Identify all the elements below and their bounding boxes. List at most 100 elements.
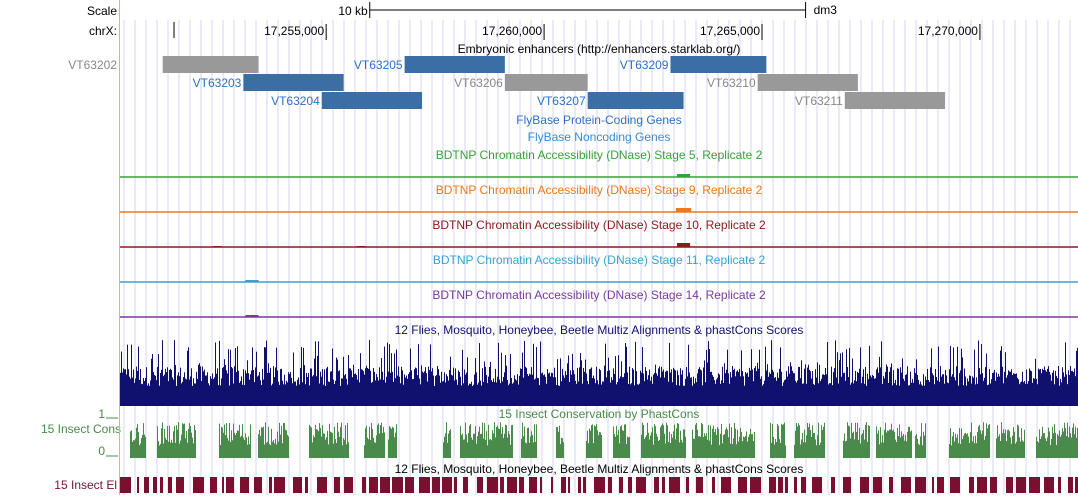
conserved-element[interactable] (662, 477, 665, 493)
conserved-element[interactable] (619, 477, 623, 493)
dnase-tracks[interactable]: BDTNP Chromatin Accessibility (DNase) St… (120, 148, 1078, 318)
conserved-element[interactable] (1068, 477, 1073, 493)
enhancer-feature[interactable] (587, 92, 684, 109)
conserved-element[interactable] (144, 477, 149, 493)
elements-track-label[interactable]: 15 Insect El (54, 478, 117, 492)
conserved-element[interactable] (380, 477, 390, 493)
conserved-element[interactable] (344, 477, 353, 493)
enhancer-label[interactable]: VT63204 (271, 94, 320, 108)
conserved-element[interactable] (950, 477, 960, 493)
enhancer-label[interactable]: VT63206 (454, 76, 503, 90)
tracks-svg[interactable]: 10 kb dm3 17,255,000 17,260,000 17,265,000… (120, 0, 1078, 495)
conserved-element[interactable] (977, 477, 987, 493)
conserved-element[interactable] (843, 477, 851, 493)
conserved-element[interactable] (583, 477, 586, 493)
conserved-element[interactable] (369, 477, 378, 493)
data-panel[interactable]: 10 kb dm3 17,255,000 17,260,000 17,265,000… (120, 0, 1078, 495)
conserved-element[interactable] (801, 477, 806, 493)
dnase-track-title[interactable]: BDTNP Chromatin Accessibility (DNase) St… (433, 253, 766, 267)
conserved-element[interactable] (432, 477, 440, 493)
conserved-element[interactable] (507, 477, 517, 493)
conserved-element[interactable] (1044, 477, 1054, 493)
conserved-element[interactable] (901, 477, 911, 493)
conserved-element[interactable] (812, 477, 822, 493)
conserved-elements[interactable] (120, 477, 1078, 493)
flybase-noncoding-title[interactable]: FlyBase Noncoding Genes (528, 130, 671, 144)
conserved-element[interactable] (137, 477, 139, 493)
conserved-element[interactable] (193, 477, 204, 493)
dnase-track-title[interactable]: BDTNP Chromatin Accessibility (DNase) St… (432, 288, 766, 302)
conserved-element[interactable] (210, 477, 217, 493)
enhancer-feature[interactable] (162, 56, 259, 73)
conserved-element[interactable] (873, 477, 882, 493)
conserved-element[interactable] (293, 477, 302, 493)
conserved-element[interactable] (990, 477, 997, 493)
enhancer-label[interactable]: VT63205 (354, 58, 403, 72)
conserved-element[interactable] (785, 477, 788, 493)
conserved-element[interactable] (317, 477, 327, 493)
enhancer-features[interactable]: VT63203 VT63204 VT63205 VT63206 VT63207 VT632… (162, 56, 946, 109)
conserved-element[interactable] (769, 477, 776, 493)
conserved-element[interactable] (1058, 477, 1061, 493)
enhancer-feature[interactable] (243, 74, 344, 91)
phastcons-wiggle[interactable] (130, 422, 1078, 458)
enhancer-label[interactable]: VT63209 (620, 58, 669, 72)
conserved-element[interactable] (1029, 477, 1040, 493)
flybase-coding-title[interactable]: FlyBase Protein-Coding Genes (516, 113, 681, 127)
conserved-element[interactable] (442, 477, 452, 493)
conserved-element[interactable] (305, 477, 308, 493)
multiz-wiggle[interactable] (120, 340, 1078, 406)
enhancer-feature[interactable] (844, 92, 946, 109)
cons-track-label[interactable]: 15 Insect Cons (40, 422, 121, 436)
conserved-element[interactable] (738, 477, 747, 493)
conserved-element[interactable] (392, 477, 403, 493)
scale-label[interactable]: Scale (86, 4, 117, 18)
conserved-element[interactable] (608, 477, 612, 493)
conserved-element[interactable] (568, 477, 570, 493)
conserved-element[interactable] (477, 477, 483, 493)
enhancer-label[interactable]: VT63207 (537, 94, 586, 108)
conserved-element[interactable] (1075, 477, 1078, 493)
chrom-label[interactable]: chrX: (88, 24, 117, 38)
conserved-element[interactable] (578, 477, 581, 493)
conserved-element[interactable] (362, 477, 366, 493)
ruler[interactable]: 10 kb dm3 17,255,000 17,260,000 17,265,000… (173, 2, 981, 40)
conserved-element[interactable] (696, 477, 703, 493)
conserved-element[interactable] (500, 477, 504, 493)
conserved-element[interactable] (160, 477, 163, 493)
conserved-element[interactable] (176, 477, 184, 493)
enhancer-feature[interactable] (321, 92, 423, 109)
enhancer-left-label[interactable]: VT63202 (68, 58, 117, 72)
conserved-element[interactable] (686, 477, 689, 493)
conserved-element[interactable] (889, 477, 893, 493)
enhancer-feature[interactable] (670, 56, 767, 73)
dnase-track-title[interactable]: BDTNP Chromatin Accessibility (DNase) St… (432, 218, 766, 232)
enhancer-feature[interactable] (504, 74, 588, 91)
conserved-element[interactable] (540, 477, 542, 493)
conserved-element[interactable] (519, 477, 524, 493)
conserved-element[interactable] (628, 477, 632, 493)
conserved-element[interactable] (419, 477, 430, 493)
conserved-element[interactable] (636, 477, 646, 493)
conserved-element[interactable] (120, 477, 131, 493)
enhancer-label[interactable]: VT63210 (707, 76, 756, 90)
conserved-element[interactable] (254, 477, 262, 493)
conserved-element[interactable] (860, 477, 869, 493)
enhancer-feature[interactable] (404, 56, 505, 73)
elements-track-title[interactable]: 12 Flies, Mosquito, Honeybee, Beetle Mul… (395, 462, 804, 476)
conserved-element[interactable] (594, 477, 605, 493)
dnase-track-title[interactable]: BDTNP Chromatin Accessibility (DNase) St… (436, 148, 763, 162)
conserved-element[interactable] (721, 477, 731, 493)
conserved-element[interactable] (654, 477, 659, 493)
conserved-element[interactable] (529, 477, 537, 493)
conserved-element[interactable] (487, 477, 498, 493)
conserved-element[interactable] (168, 477, 172, 493)
conserved-element[interactable] (1006, 477, 1013, 493)
enhancer-label[interactable]: VT63211 (795, 94, 843, 108)
multiz-track-title[interactable]: 12 Flies, Mosquito, Honeybee, Beetle Mul… (395, 323, 804, 337)
dnase-track-title[interactable]: BDTNP Chromatin Accessibility (DNase) St… (436, 183, 763, 197)
conserved-element[interactable] (153, 477, 157, 493)
enhancer-label[interactable]: VT63203 (193, 76, 242, 90)
conserved-element[interactable] (915, 477, 926, 493)
enhancers-track-title[interactable]: Embryonic enhancers (http://enhancers.st… (458, 42, 741, 56)
